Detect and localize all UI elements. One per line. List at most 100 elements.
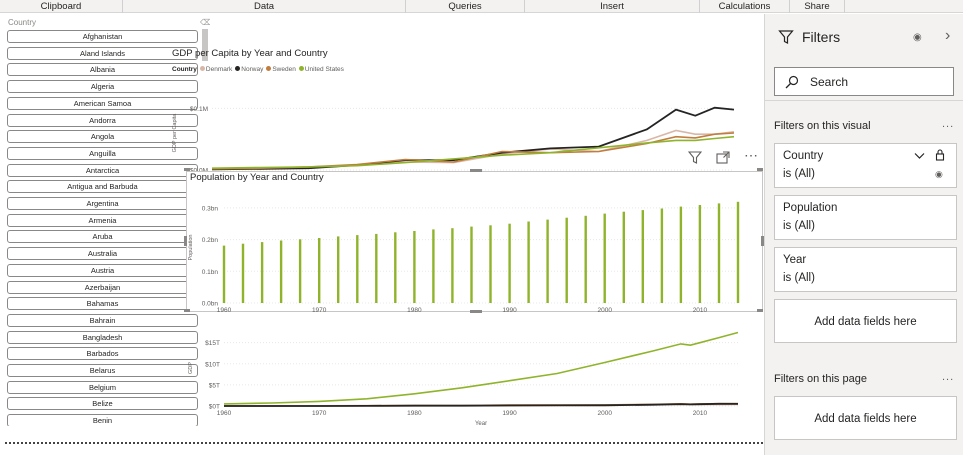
add-data-fields-visual[interactable]: Add data fields here xyxy=(774,299,957,343)
population-bar[interactable] xyxy=(451,228,454,303)
series-line-united-states[interactable] xyxy=(211,135,735,169)
slicer-item[interactable]: Armenia xyxy=(7,213,198,227)
population-bar[interactable] xyxy=(279,240,283,304)
population-bar[interactable] xyxy=(260,242,264,303)
filters-title: Filters xyxy=(802,29,841,45)
population-bar[interactable] xyxy=(622,211,625,303)
population-bar[interactable] xyxy=(318,238,321,303)
population-bar[interactable] xyxy=(546,219,549,303)
slicer-item[interactable]: Bahamas xyxy=(7,297,198,311)
ribbon-group-data[interactable]: Data xyxy=(123,0,406,13)
filter-card-population[interactable]: Population is (All) xyxy=(774,195,957,240)
ribbon-group-calculations[interactable]: Calculations xyxy=(700,0,790,13)
resize-handle[interactable] xyxy=(470,310,482,313)
population-bar[interactable] xyxy=(413,231,416,303)
slicer-title: Country xyxy=(8,18,37,27)
filter-card-year[interactable]: Year is (All) xyxy=(774,247,957,292)
legend-item[interactable]: Sweden xyxy=(266,66,296,73)
population-bar[interactable] xyxy=(241,243,245,303)
population-bar[interactable] xyxy=(432,229,435,303)
population-bar[interactable] xyxy=(489,225,492,303)
population-bar[interactable] xyxy=(660,208,664,304)
slicer-item[interactable]: Anguilla xyxy=(7,146,198,160)
population-bar[interactable] xyxy=(584,215,587,303)
resize-handle[interactable] xyxy=(757,168,763,171)
series-line-sweden[interactable] xyxy=(211,132,735,170)
slicer-item[interactable]: Andorra xyxy=(7,113,198,127)
filters-search-input[interactable]: Search xyxy=(774,67,954,96)
population-bar[interactable] xyxy=(298,239,302,303)
slicer-item[interactable]: Belarus xyxy=(7,364,198,377)
slicer-item[interactable]: Argentina xyxy=(7,197,198,210)
gdp-chart[interactable]: $0T $5T $10T $15T 1960 1970 1980 1990 2000 2010 Ye… xyxy=(186,320,763,428)
population-chart[interactable]: 0.0bn 0.1bn 0.2bn 0.3bn 1960 1970 1980 1990 2000… xyxy=(186,184,763,312)
resize-handle[interactable] xyxy=(184,309,190,312)
filter-visual-icon[interactable] xyxy=(687,151,703,166)
resize-handle[interactable] xyxy=(184,168,190,171)
resize-handle[interactable] xyxy=(470,169,482,172)
slicer-item[interactable]: Albania xyxy=(7,63,198,77)
slicer-item[interactable]: Austria xyxy=(7,263,198,277)
ribbon-group-queries[interactable]: Queries xyxy=(406,0,525,13)
slicer-item[interactable]: Bahrain xyxy=(7,313,198,327)
slicer-item[interactable]: Antarctica xyxy=(7,163,198,177)
series-line-denmark[interactable] xyxy=(211,129,735,171)
slicer-item[interactable]: American Samoa xyxy=(7,96,198,110)
legend-item[interactable]: Norway xyxy=(235,66,263,73)
legend-item[interactable]: United States xyxy=(298,66,344,73)
population-bar[interactable] xyxy=(717,203,721,303)
slicer-item[interactable]: Algeria xyxy=(7,80,198,94)
population-bar[interactable] xyxy=(394,232,397,303)
slicer-item[interactable]: Barbados xyxy=(7,347,198,361)
series-line-norway[interactable] xyxy=(211,106,735,171)
filter-card-country[interactable]: Country is (All) ◉ xyxy=(774,143,957,188)
slicer-item[interactable]: Belize xyxy=(7,397,198,411)
slicer-item[interactable]: Aruba xyxy=(7,230,198,244)
ribbon-group-share[interactable]: Share xyxy=(790,0,845,13)
slicer-scrollbar[interactable] xyxy=(202,29,208,61)
resize-handle[interactable] xyxy=(757,309,763,312)
population-bar[interactable] xyxy=(565,217,568,303)
population-bar[interactable] xyxy=(641,210,644,303)
population-bar[interactable] xyxy=(356,235,359,303)
gdp-per-capita-chart[interactable]: $0.0M $0.1M GDP per Capita xyxy=(170,76,764,172)
x-tick-label: 1980 xyxy=(407,307,422,312)
slicer-item[interactable]: Azerbaijan xyxy=(7,280,198,294)
legend-item[interactable]: Denmark xyxy=(199,66,232,73)
lock-icon[interactable] xyxy=(935,149,945,161)
slicer-item[interactable]: Australia xyxy=(7,247,198,261)
slicer-item[interactable]: Aland Islands xyxy=(7,46,198,60)
population-bar[interactable] xyxy=(603,213,606,303)
ribbon-group-insert[interactable]: Insert xyxy=(525,0,700,13)
population-bar[interactable] xyxy=(698,205,702,303)
slicer-item[interactable]: Bangladesh xyxy=(7,330,198,344)
population-bar[interactable] xyxy=(679,206,683,303)
slicer-item[interactable]: Belgium xyxy=(7,380,198,394)
chevron-right-icon[interactable]: › xyxy=(945,27,951,44)
focus-mode-icon[interactable] xyxy=(716,151,730,166)
eye-icon[interactable]: ◉ xyxy=(935,169,943,179)
population-bar[interactable] xyxy=(508,223,511,303)
population-bar[interactable] xyxy=(527,221,530,304)
more-options-icon[interactable]: ... xyxy=(942,118,955,130)
chevron-down-icon[interactable] xyxy=(914,152,925,160)
series-line-united-states[interactable] xyxy=(223,331,739,405)
more-options-icon[interactable]: ⋯ xyxy=(744,147,758,163)
population-bar[interactable] xyxy=(222,245,226,303)
add-data-fields-page[interactable]: Add data fields here xyxy=(774,396,957,440)
eye-icon[interactable]: ◉ xyxy=(913,32,922,43)
ribbon-group-clipboard[interactable]: Clipboard xyxy=(0,0,123,13)
resize-handle[interactable] xyxy=(184,236,187,246)
slicer-item[interactable]: Afghanistan xyxy=(7,30,198,43)
series-line-norway[interactable] xyxy=(224,402,739,407)
eraser-icon[interactable]: ⌫ xyxy=(200,18,210,27)
slicer-item[interactable]: Angola xyxy=(7,130,198,144)
slicer-item[interactable]: Benin xyxy=(7,414,198,426)
population-bar[interactable] xyxy=(337,236,340,303)
population-bar[interactable] xyxy=(736,201,740,303)
slicer-item[interactable]: Antigua and Barbuda xyxy=(7,180,198,194)
more-options-icon[interactable]: ... xyxy=(942,371,955,383)
resize-handle[interactable] xyxy=(761,236,764,246)
population-bar[interactable] xyxy=(470,226,473,303)
population-bar[interactable] xyxy=(375,233,378,303)
